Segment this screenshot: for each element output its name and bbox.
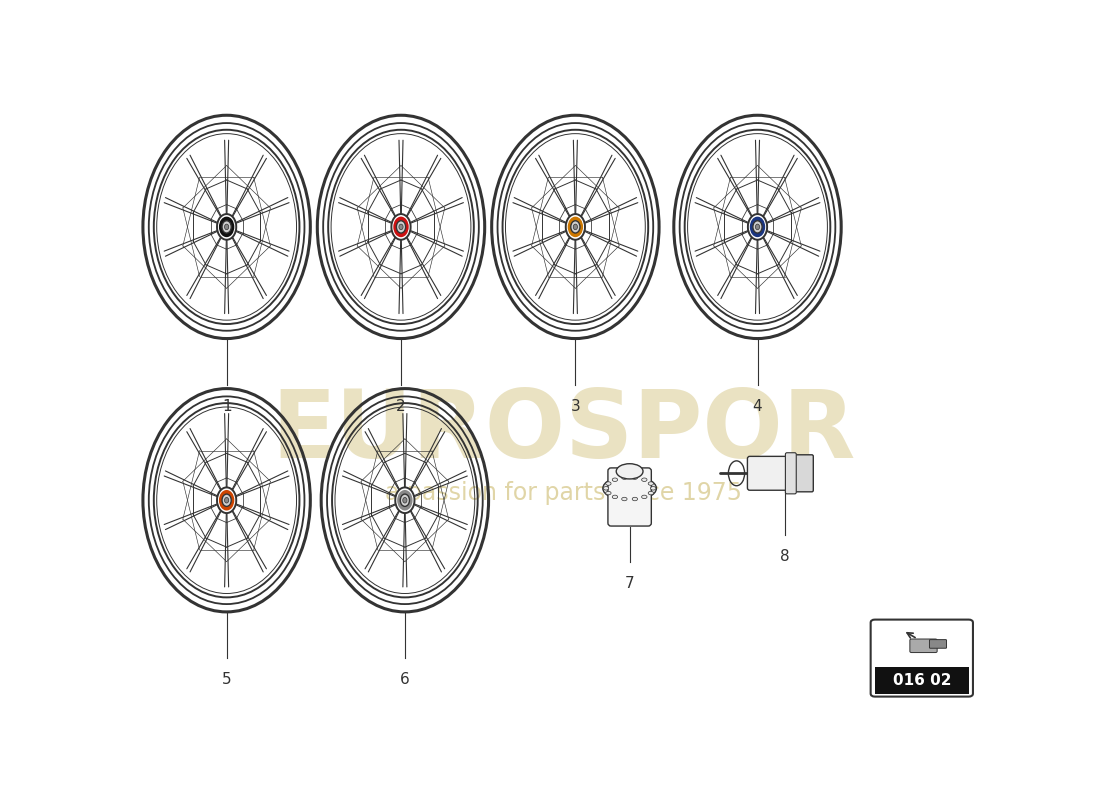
Ellipse shape <box>568 217 583 237</box>
Ellipse shape <box>222 221 231 233</box>
Ellipse shape <box>397 490 412 510</box>
Ellipse shape <box>616 507 644 514</box>
Ellipse shape <box>752 221 762 233</box>
FancyBboxPatch shape <box>747 456 794 490</box>
Ellipse shape <box>396 221 406 233</box>
Bar <box>874 667 969 694</box>
Ellipse shape <box>756 224 760 230</box>
Text: 3: 3 <box>571 398 581 414</box>
Ellipse shape <box>571 221 580 233</box>
Ellipse shape <box>621 476 627 479</box>
Ellipse shape <box>219 490 234 510</box>
Ellipse shape <box>604 486 608 490</box>
Ellipse shape <box>224 224 229 230</box>
Ellipse shape <box>641 478 647 482</box>
Ellipse shape <box>392 214 410 240</box>
Ellipse shape <box>750 217 766 237</box>
FancyBboxPatch shape <box>785 453 796 494</box>
Ellipse shape <box>395 487 415 513</box>
Text: 8: 8 <box>780 549 790 564</box>
Ellipse shape <box>606 491 612 495</box>
Ellipse shape <box>650 486 656 490</box>
Text: EUROSPOR: EUROSPOR <box>272 386 856 478</box>
Ellipse shape <box>222 494 231 506</box>
Ellipse shape <box>648 482 653 486</box>
Ellipse shape <box>217 487 236 513</box>
Ellipse shape <box>403 498 407 503</box>
FancyBboxPatch shape <box>608 468 651 526</box>
Ellipse shape <box>217 214 236 240</box>
Ellipse shape <box>616 464 644 479</box>
Ellipse shape <box>606 482 612 486</box>
Ellipse shape <box>573 224 578 230</box>
Text: 016 02: 016 02 <box>892 673 952 688</box>
Text: 4: 4 <box>752 398 762 414</box>
Text: 5: 5 <box>222 672 231 687</box>
Text: 1: 1 <box>222 398 231 414</box>
Ellipse shape <box>613 478 617 482</box>
Ellipse shape <box>632 498 638 501</box>
Ellipse shape <box>399 224 403 230</box>
Ellipse shape <box>565 214 585 240</box>
Ellipse shape <box>224 498 229 503</box>
Text: 6: 6 <box>400 672 409 687</box>
FancyBboxPatch shape <box>930 640 946 648</box>
Ellipse shape <box>748 214 767 240</box>
Ellipse shape <box>394 217 409 237</box>
Ellipse shape <box>400 494 409 506</box>
Text: a passion for parts since 1975: a passion for parts since 1975 <box>385 482 742 506</box>
FancyBboxPatch shape <box>910 639 937 653</box>
FancyBboxPatch shape <box>793 454 813 492</box>
Ellipse shape <box>603 476 657 501</box>
Text: 7: 7 <box>625 576 635 590</box>
FancyBboxPatch shape <box>871 619 972 697</box>
Ellipse shape <box>641 495 647 498</box>
Bar <box>617 510 642 523</box>
Ellipse shape <box>632 476 638 479</box>
Ellipse shape <box>648 491 653 495</box>
Ellipse shape <box>613 495 617 498</box>
Ellipse shape <box>219 217 234 237</box>
Text: 2: 2 <box>396 398 406 414</box>
Ellipse shape <box>621 498 627 501</box>
